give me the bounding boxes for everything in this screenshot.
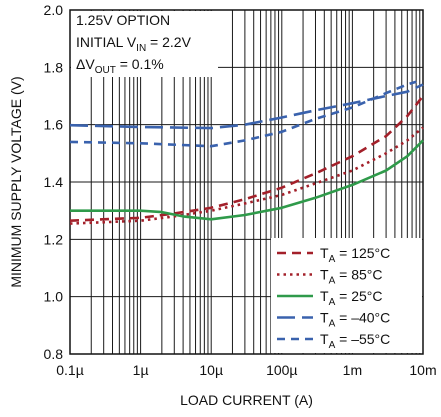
x-tick-label: 10µ [199, 362, 223, 378]
y-tick-label: 1.2 [44, 231, 64, 247]
legend-label-3: TA = 25°C [320, 288, 382, 308]
y-tick-label: 1.0 [44, 289, 64, 305]
legend-label-4: TA = –40°C [320, 310, 390, 330]
annotation-box [71, 11, 218, 77]
series-line-3 [70, 139, 424, 221]
series-line-4 [69, 83, 424, 130]
y-tick-label: 1.4 [44, 174, 64, 190]
x-axis-title: LOAD CURRENT (A) [180, 392, 313, 408]
y-tick-label: 1.6 [44, 117, 64, 133]
legend-label-5: TA = –55°C [320, 331, 390, 351]
overlay-group: TA = 125°CTA = 85°CTA = 25°CTA = –40°CTA… [271, 238, 422, 353]
x-tick-label: 100µ [266, 362, 297, 378]
x-tick-label: 1µ [133, 362, 149, 378]
x-tick-label: 0.1µ [56, 362, 84, 378]
legend-label-1: TA = 125°C [320, 245, 390, 265]
x-tick-label: 1m [343, 362, 362, 378]
series-line-2 [69, 126, 424, 225]
y-tick-label: 1.8 [44, 59, 64, 75]
x-tick-label: 10m [409, 362, 436, 378]
annotation-line-2: INITIAL VIN = 2.2V [76, 34, 192, 54]
legend-label-2: TA = 85°C [320, 267, 382, 287]
plot-frame [69, 9, 424, 355]
y-tick-label: 0.8 [44, 346, 64, 362]
series-group [69, 11, 425, 225]
y-axis-title: MINIMUM SUPPLY VOLTAGE (V) [8, 76, 24, 287]
series-line-5 [69, 80, 417, 148]
y-tick-label: 2.0 [44, 2, 64, 18]
annotation-line-1: 1.25V OPTION [76, 12, 170, 28]
annotation-line-3: ΔVOUT = 0.1% [76, 56, 164, 76]
series-line-1 [69, 95, 425, 222]
